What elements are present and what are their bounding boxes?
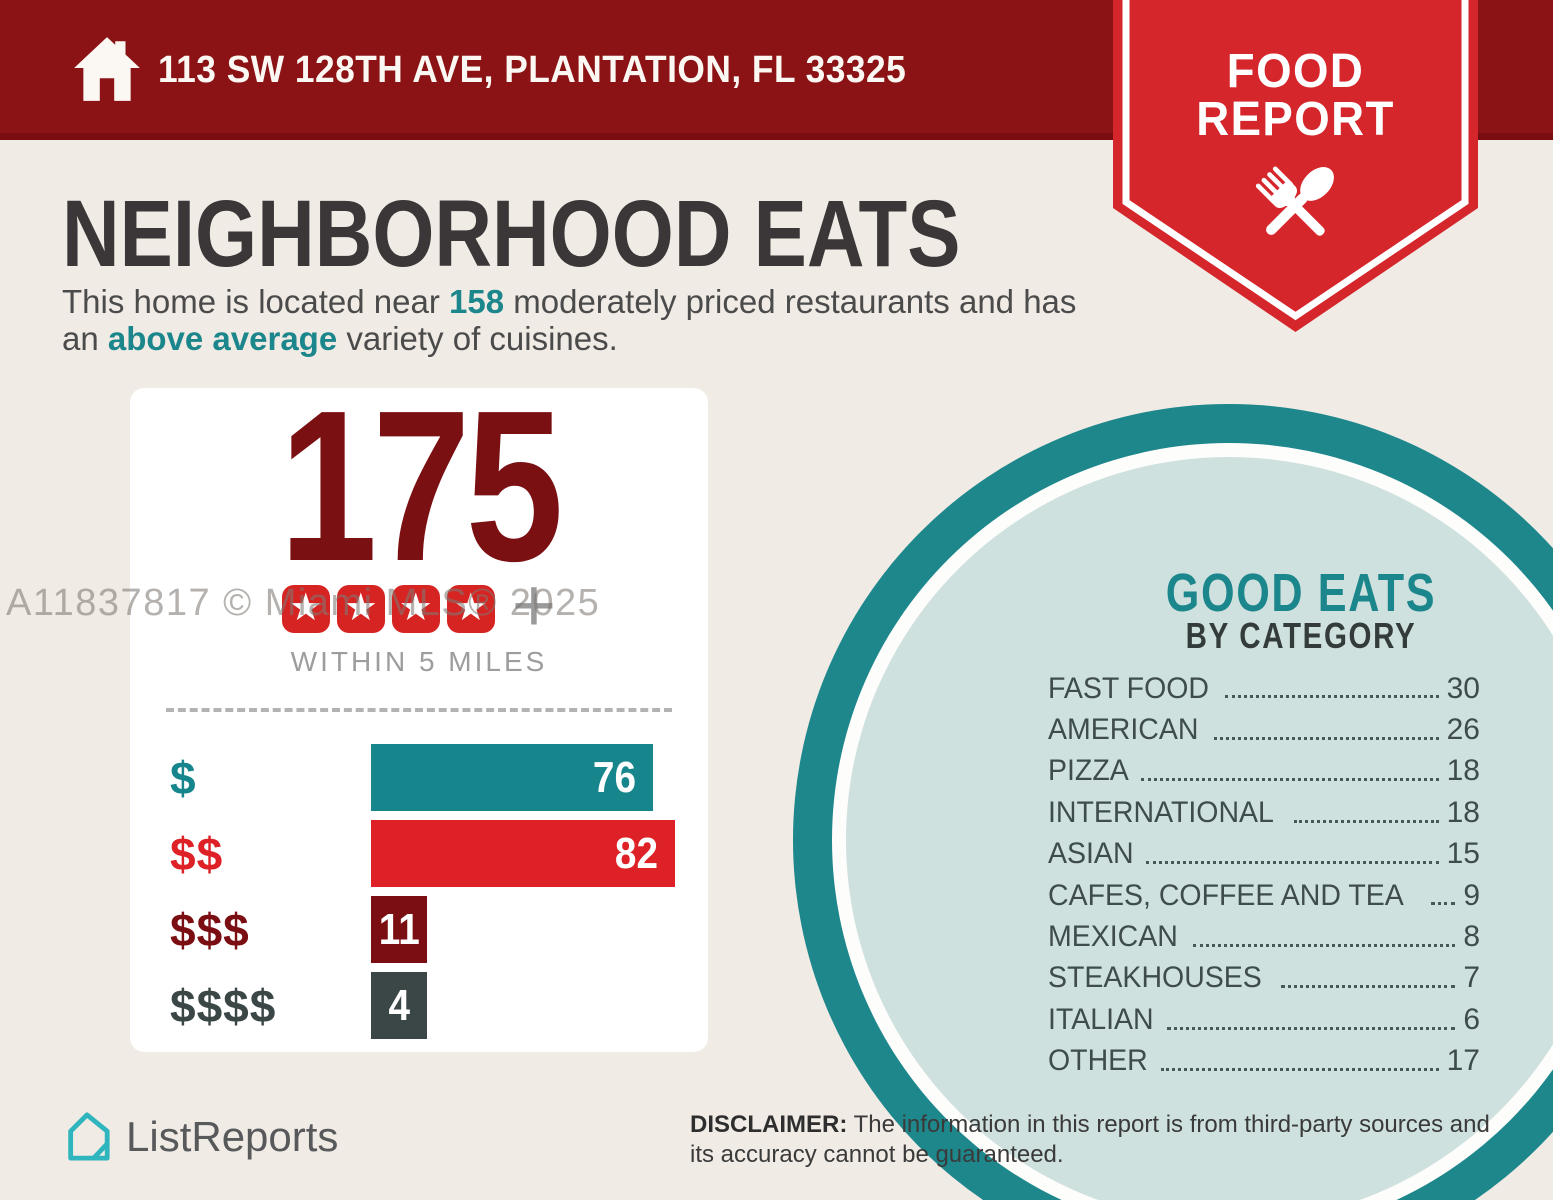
star-icon: ★ xyxy=(391,585,440,633)
page-subtitle: This home is located near 158 moderately… xyxy=(62,283,1102,357)
ribbon-title-line2: REPORT xyxy=(1196,93,1395,146)
dotted-leader xyxy=(1192,943,1456,947)
category-value: 18 xyxy=(1446,754,1480,788)
rating-stars: ★ ★ ★ ★ + xyxy=(130,563,708,648)
category-row: INTERNATIONAL 18 xyxy=(1048,792,1480,833)
divider xyxy=(166,708,672,712)
listreports-logo: ListReports xyxy=(62,1110,338,1164)
category-label: AMERICAN xyxy=(1048,713,1199,747)
star-icon: ★ xyxy=(446,585,495,633)
radius-note: WITHIN 5 MILES xyxy=(290,646,548,677)
price-bar-row: $$$$ 4 xyxy=(170,972,675,1039)
category-value: 8 xyxy=(1463,920,1480,954)
dotted-leader xyxy=(1225,695,1439,699)
price-bar-row: $$$ 11 xyxy=(170,896,675,963)
variety-highlight: above average xyxy=(107,320,338,357)
good-eats-category-list: FAST FOOD 30 AMERICAN 26 PIZZA 18 INTERNATI… xyxy=(1048,668,1480,1082)
total-restaurant-count: 175 xyxy=(279,365,563,606)
bar-value: 76 xyxy=(592,752,636,802)
food-report-ribbon xyxy=(1113,0,1478,332)
star-icon: ★ xyxy=(336,585,385,633)
category-row: PIZZA 18 xyxy=(1048,751,1480,792)
home-icon xyxy=(74,37,140,101)
category-label: FAST FOOD xyxy=(1048,671,1209,705)
star-icon: ★ xyxy=(281,585,330,633)
category-label: PIZZA xyxy=(1048,754,1129,788)
disclaimer-text: The information in this report is from t… xyxy=(690,1111,1490,1168)
good-eats-subtitle: BY CATEGORY xyxy=(1185,615,1417,656)
category-row: OTHER 17 xyxy=(1048,1041,1480,1082)
dotted-leader xyxy=(1214,736,1439,740)
price-tier-label: $$$$ xyxy=(170,979,277,1032)
category-value: 17 xyxy=(1446,1044,1480,1078)
category-value: 7 xyxy=(1463,961,1480,995)
category-label: STEAKHOUSES xyxy=(1048,961,1262,995)
category-label: ASIAN xyxy=(1048,837,1134,871)
price-tier-label: $$ xyxy=(170,827,224,880)
dotted-leader xyxy=(1146,860,1439,864)
category-value: 18 xyxy=(1446,795,1480,829)
dotted-leader xyxy=(1281,985,1456,989)
dotted-leader xyxy=(1161,1067,1439,1071)
dotted-leader xyxy=(1167,1026,1456,1030)
category-value: 26 xyxy=(1446,713,1480,747)
category-value: 15 xyxy=(1446,837,1480,871)
dotted-leader xyxy=(1141,778,1439,782)
category-row: ASIAN 15 xyxy=(1048,834,1480,875)
good-eats-circle-fill xyxy=(846,457,1553,1200)
restaurant-stats-card: 175 ★ ★ ★ ★ + WITHIN 5 MILES $ 76 $$ 82 $$$ … xyxy=(130,378,708,1052)
category-row: STEAKHOUSES 7 xyxy=(1048,958,1480,999)
price-tier-chart: $ 76 $$ 82 $$$ 11 $$$$ 4 xyxy=(170,744,675,1048)
subtitle-text: has an xyxy=(62,283,1077,357)
category-label: ITALIAN xyxy=(1048,1002,1154,1036)
disclaimer: DISCLAIMER: The information in this repo… xyxy=(690,1110,1500,1170)
category-label: OTHER xyxy=(1048,1044,1148,1078)
property-address: 113 SW 128TH AVE, PLANTATION, FL 33325 xyxy=(158,49,907,91)
dotted-leader xyxy=(1293,819,1439,823)
price-bar-row: $ 76 xyxy=(170,744,675,811)
mls-watermark: A11837817 © Miami MLS® 2025 xyxy=(6,582,601,624)
category-row: MEXICAN 8 xyxy=(1048,916,1480,957)
category-label: INTERNATIONAL xyxy=(1048,795,1274,829)
subtitle-text: This home is located near xyxy=(62,283,450,320)
subtitle-text: moderately priced restaurants and xyxy=(504,283,1015,320)
category-label: CAFES, COFFEE AND TEA xyxy=(1048,878,1404,912)
good-eats-title: GOOD EATS xyxy=(1165,563,1437,623)
category-value: 6 xyxy=(1463,1002,1480,1036)
category-value: 9 xyxy=(1463,878,1480,912)
bar-value: 82 xyxy=(614,828,659,878)
bar-dollar-dollar: 82 xyxy=(371,820,675,887)
bar-value: 4 xyxy=(388,980,410,1030)
bar-dollar-4: 4 xyxy=(371,972,427,1039)
restaurant-count: 158 xyxy=(449,283,505,320)
listreports-wordmark: ListReports xyxy=(126,1113,339,1160)
price-tier-label: $ xyxy=(170,751,197,804)
dotted-leader xyxy=(1430,902,1456,906)
page-title: NEIGHBORHOOD EATS xyxy=(62,181,961,287)
ribbon-title-line1: FOOD xyxy=(1226,45,1365,98)
listreports-house-icon xyxy=(68,1112,110,1161)
category-row: CAFES, COFFEE AND TEA 9 xyxy=(1048,875,1480,916)
category-row: AMERICAN 26 xyxy=(1048,709,1480,750)
category-row: FAST FOOD 30 xyxy=(1048,668,1480,709)
bar-dollar: 76 xyxy=(371,744,653,811)
category-row: ITALIAN 6 xyxy=(1048,999,1480,1040)
bar-value: 11 xyxy=(378,904,420,954)
price-bar-row: $$ 82 xyxy=(170,820,675,887)
price-tier-label: $$$ xyxy=(170,903,250,956)
plus-icon: + xyxy=(511,563,557,648)
category-label: MEXICAN xyxy=(1048,920,1178,954)
spoon-fork-icon xyxy=(1255,166,1334,236)
disclaimer-label: DISCLAIMER: xyxy=(690,1111,848,1138)
subtitle-text: variety of cuisines. xyxy=(337,320,618,357)
bar-dollar-3: 11 xyxy=(371,896,427,963)
category-value: 30 xyxy=(1446,671,1480,705)
